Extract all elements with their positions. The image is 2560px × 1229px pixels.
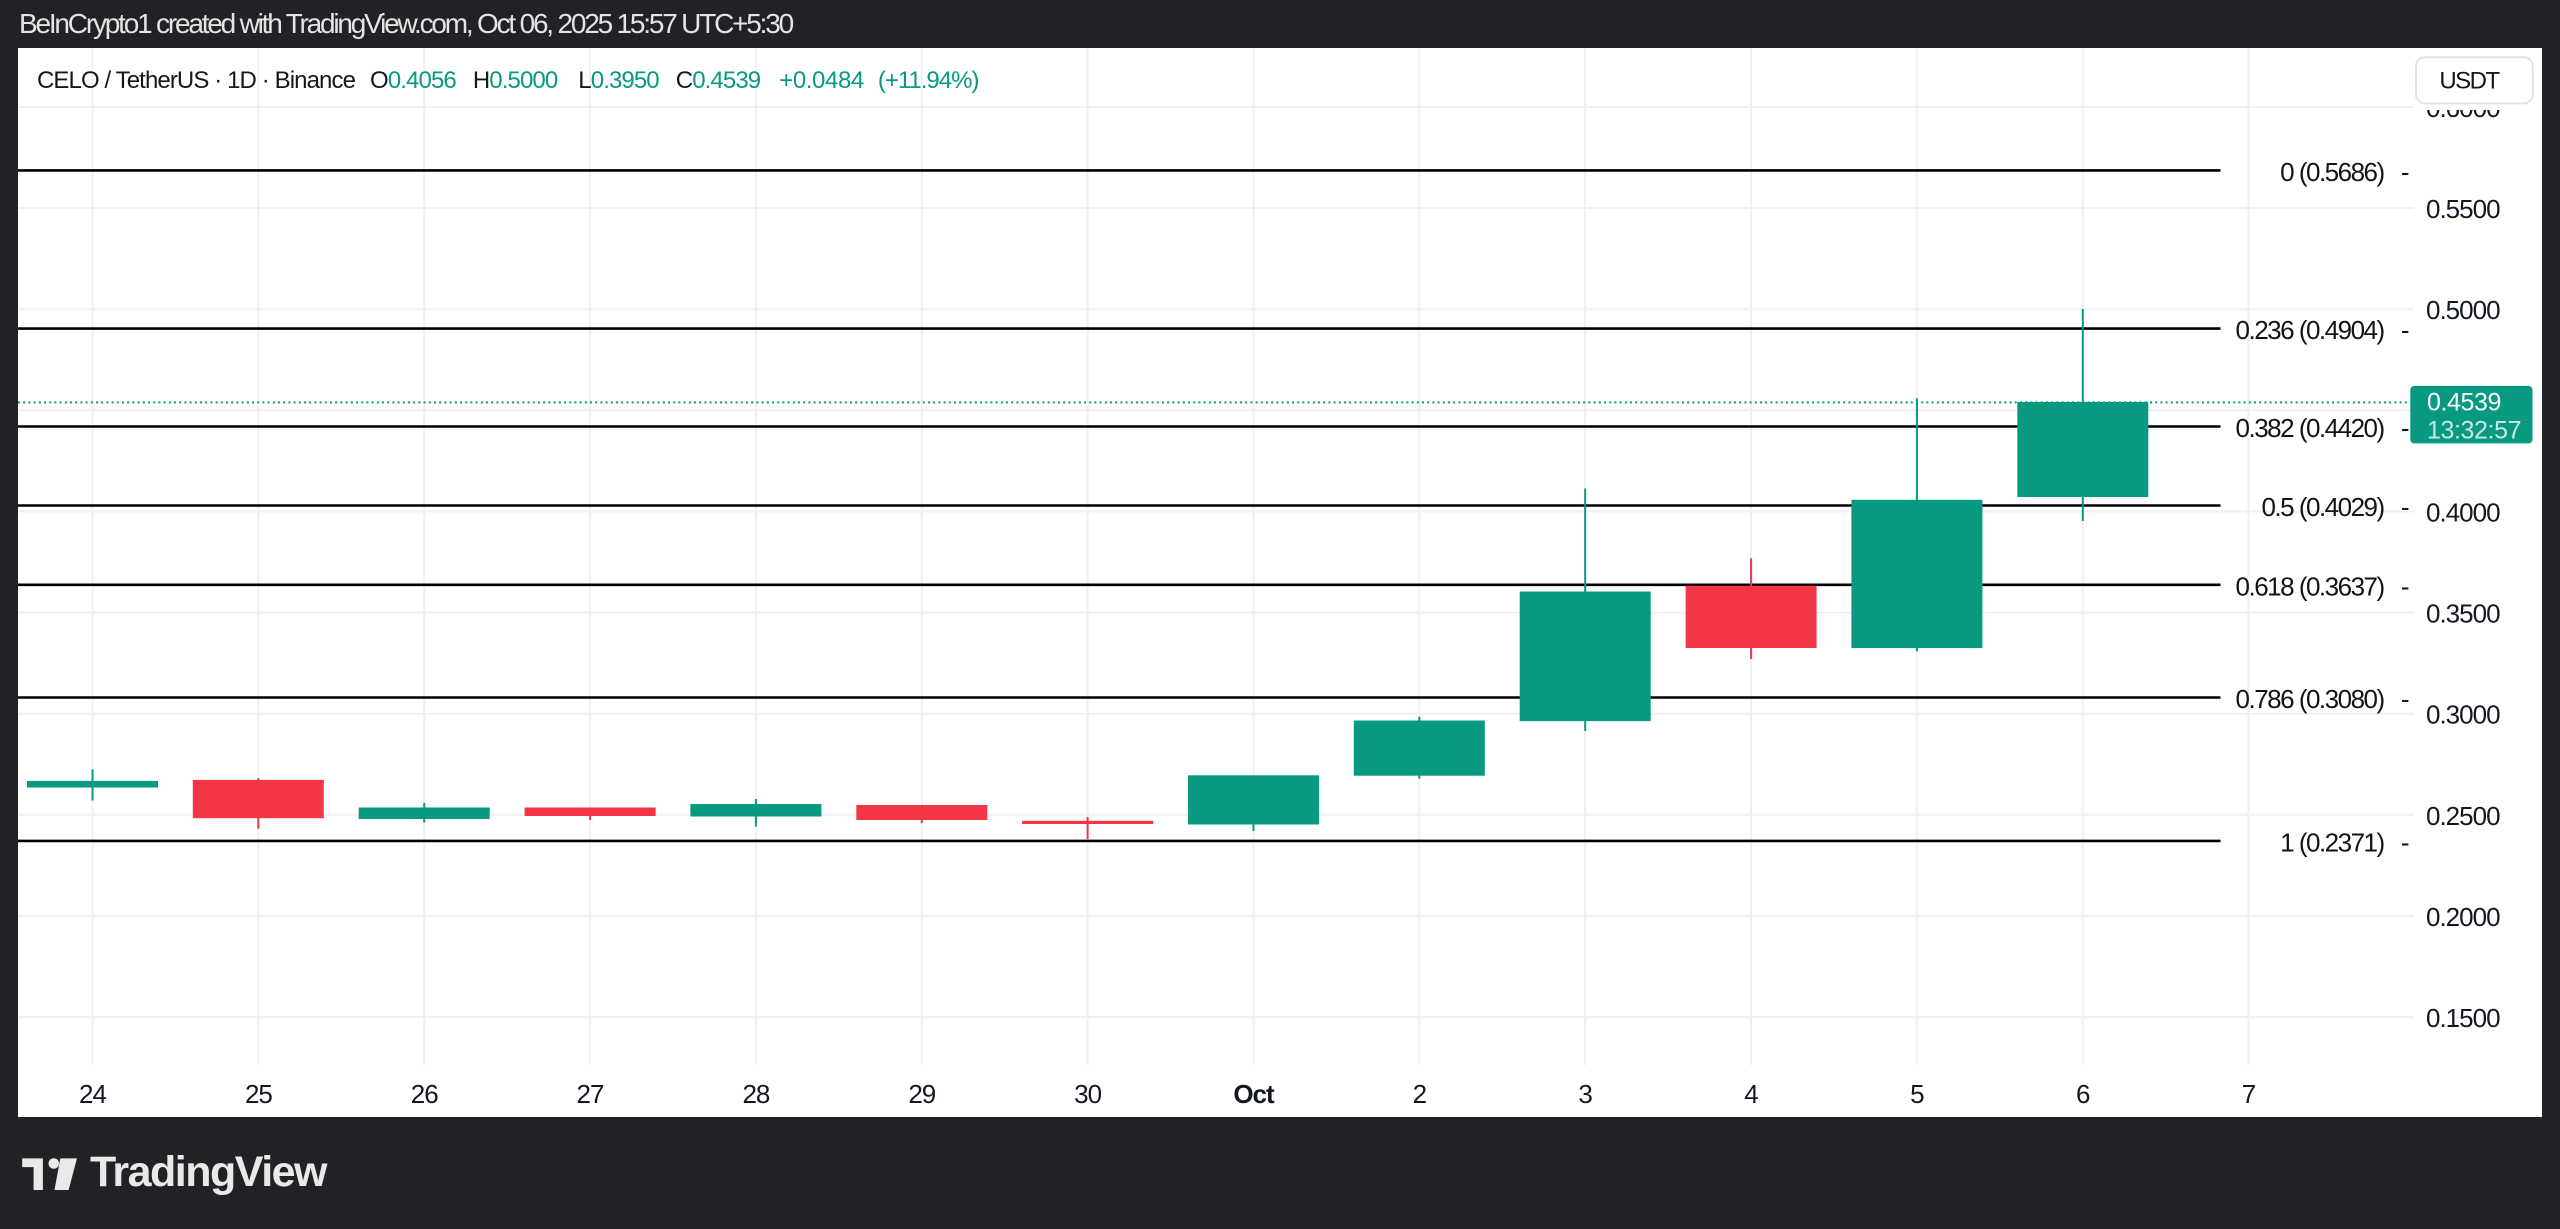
svg-text:0.2500: 0.2500 bbox=[2426, 801, 2500, 831]
svg-text:26: 26 bbox=[411, 1079, 438, 1109]
svg-text:0.4539: 0.4539 bbox=[2427, 389, 2501, 417]
svg-text:0.5000: 0.5000 bbox=[2426, 295, 2500, 325]
svg-text:0.3500: 0.3500 bbox=[2426, 599, 2500, 629]
svg-text:27: 27 bbox=[577, 1079, 604, 1109]
svg-text:1 (0.2371) -: 1 (0.2371) - bbox=[2280, 827, 2409, 857]
svg-text:0 (0.5686) -: 0 (0.5686) - bbox=[2280, 157, 2409, 187]
svg-text:0.4000: 0.4000 bbox=[2426, 497, 2500, 527]
svg-text:0.236 (0.4904) -: 0.236 (0.4904) - bbox=[2236, 315, 2409, 345]
svg-text:0.3000: 0.3000 bbox=[2426, 700, 2500, 730]
svg-text:30: 30 bbox=[1074, 1079, 1101, 1109]
svg-text:5: 5 bbox=[1910, 1079, 1924, 1109]
svg-text:6: 6 bbox=[2076, 1079, 2090, 1109]
svg-text:0.786 (0.3080) -: 0.786 (0.3080) - bbox=[2236, 684, 2409, 714]
svg-text:Oct: Oct bbox=[1233, 1079, 1275, 1109]
svg-text:0.5500: 0.5500 bbox=[2426, 194, 2500, 224]
svg-text:7: 7 bbox=[2242, 1079, 2256, 1109]
svg-text:13:32:57: 13:32:57 bbox=[2427, 416, 2521, 444]
svg-text:0.2000: 0.2000 bbox=[2426, 902, 2500, 932]
svg-text:4: 4 bbox=[1744, 1079, 1758, 1109]
svg-text:USDT: USDT bbox=[2439, 68, 2500, 95]
svg-text:25: 25 bbox=[245, 1079, 272, 1109]
svg-text:0.382 (0.4420) -: 0.382 (0.4420) - bbox=[2236, 413, 2409, 443]
svg-text:24: 24 bbox=[79, 1079, 106, 1109]
svg-text:0.5 (0.4029) -: 0.5 (0.4029) - bbox=[2261, 492, 2408, 522]
svg-text:0.618 (0.3637) -: 0.618 (0.3637) - bbox=[2236, 571, 2409, 601]
svg-text:28: 28 bbox=[742, 1079, 769, 1109]
svg-text:0.1500: 0.1500 bbox=[2426, 1003, 2500, 1033]
svg-text:3: 3 bbox=[1578, 1079, 1592, 1109]
svg-text:2: 2 bbox=[1413, 1079, 1427, 1109]
svg-text:29: 29 bbox=[908, 1079, 935, 1109]
